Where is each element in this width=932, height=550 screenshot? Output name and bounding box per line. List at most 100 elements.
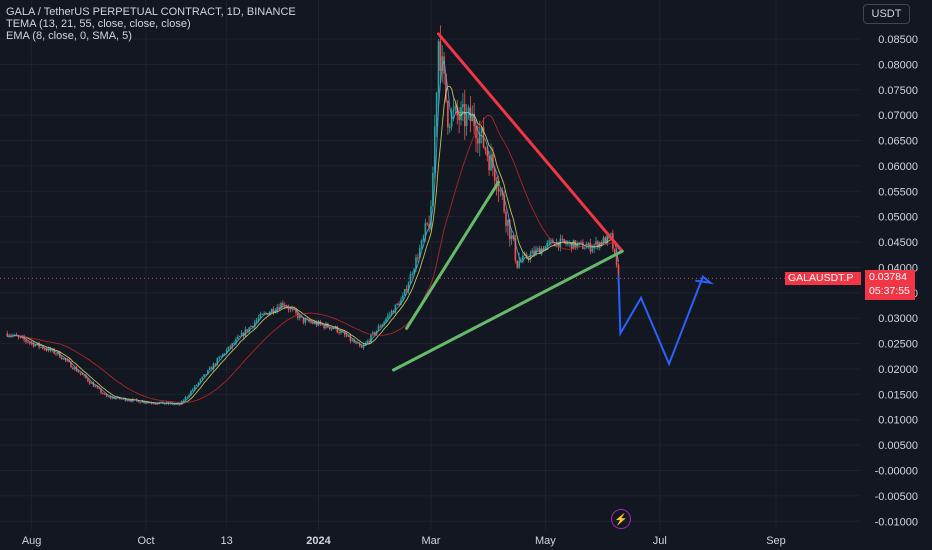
candle-body bbox=[392, 310, 395, 313]
x-tick-label: Sep bbox=[766, 535, 786, 547]
support-trendline bbox=[392, 249, 624, 372]
candle-body bbox=[471, 114, 474, 122]
candle-body bbox=[34, 344, 37, 347]
candle-body bbox=[227, 346, 230, 350]
candle-body bbox=[75, 367, 78, 372]
candle-body bbox=[201, 376, 204, 380]
y-tick-label: 0.05500 bbox=[878, 186, 918, 198]
candle-body bbox=[30, 342, 33, 344]
candle-body bbox=[250, 325, 252, 328]
candle-body bbox=[347, 335, 350, 337]
candle-body bbox=[405, 289, 408, 291]
candle-body bbox=[497, 187, 500, 192]
candle-body bbox=[255, 320, 258, 323]
candle-body bbox=[426, 223, 429, 225]
candle-body bbox=[437, 41, 440, 93]
candle-body bbox=[450, 111, 453, 127]
candle-body bbox=[373, 332, 376, 335]
candle-body bbox=[357, 342, 359, 344]
candle-body bbox=[163, 403, 166, 405]
candle-body bbox=[411, 274, 414, 276]
candle-body bbox=[338, 332, 340, 334]
candle-body bbox=[349, 335, 352, 342]
candle-body bbox=[606, 234, 609, 243]
candle-body bbox=[60, 357, 63, 360]
grid-lines bbox=[0, 0, 860, 530]
candle-body bbox=[368, 341, 370, 343]
candle-body bbox=[576, 243, 579, 248]
candle-body bbox=[193, 385, 196, 390]
candle-body bbox=[351, 340, 354, 342]
candle-body bbox=[418, 248, 421, 258]
y-tick-label: -0.01000 bbox=[875, 516, 918, 528]
x-tick-label: 13 bbox=[221, 535, 233, 547]
ema-indicator-label[interactable]: EMA (8, close, 0, SMA, 5) bbox=[6, 30, 132, 42]
candle-body bbox=[572, 240, 575, 250]
candle-body bbox=[57, 351, 59, 354]
candle-body bbox=[103, 393, 106, 395]
candle-body bbox=[310, 321, 312, 323]
candle-body bbox=[186, 396, 189, 398]
candle-body bbox=[387, 315, 389, 319]
candle-body bbox=[330, 328, 333, 330]
candle-body bbox=[458, 115, 460, 121]
candle-body bbox=[120, 398, 123, 400]
y-tick-label: -0.00500 bbox=[875, 491, 918, 503]
candle-body bbox=[422, 236, 425, 241]
y-tick-label: 0.04500 bbox=[878, 237, 918, 249]
candle-body bbox=[111, 397, 114, 399]
candle-body bbox=[21, 336, 24, 338]
candle-body bbox=[542, 248, 545, 251]
candle-body bbox=[390, 310, 393, 315]
candle-body bbox=[79, 372, 82, 374]
price-axis[interactable]: 0.08500 0.08000 0.07500 0.07000 0.06500 0.060… bbox=[875, 34, 918, 528]
candle-body bbox=[218, 357, 220, 359]
candle-body bbox=[514, 238, 517, 261]
candle-body bbox=[537, 248, 539, 250]
candle-body bbox=[282, 303, 284, 306]
candle-body bbox=[493, 168, 496, 181]
lightning-icon[interactable]: ⚡ bbox=[611, 509, 631, 529]
candle-body bbox=[259, 314, 262, 318]
y-tick-label: 0.06500 bbox=[878, 136, 918, 148]
candle-body bbox=[403, 289, 406, 296]
candle-body bbox=[366, 341, 369, 344]
candle-body bbox=[388, 314, 391, 316]
candle-body bbox=[98, 387, 100, 389]
time-axis[interactable]: Aug Oct 13 2024 Mar May Jul Sep bbox=[22, 535, 786, 547]
candle-body bbox=[448, 126, 451, 128]
candle-body bbox=[510, 235, 513, 240]
candle-body bbox=[413, 268, 415, 275]
candle-body bbox=[598, 242, 601, 248]
candle-body bbox=[432, 172, 434, 207]
candle-body bbox=[613, 248, 616, 254]
candle-body bbox=[246, 329, 249, 332]
candle-body bbox=[407, 283, 410, 291]
candle-body bbox=[154, 403, 157, 405]
candle-body bbox=[147, 402, 149, 404]
last-price-value: 0.03784 bbox=[869, 271, 907, 283]
candle-body bbox=[102, 392, 104, 394]
candle-body bbox=[400, 299, 402, 306]
candle-body bbox=[460, 107, 462, 121]
candle-body bbox=[128, 400, 130, 402]
moving-averages bbox=[7, 60, 619, 405]
candle-body bbox=[420, 240, 423, 249]
candle-body bbox=[345, 334, 348, 337]
candle-body bbox=[372, 332, 374, 335]
currency-button[interactable]: USDT bbox=[863, 4, 910, 24]
candle-body bbox=[381, 324, 384, 327]
candle-body bbox=[190, 390, 192, 395]
x-tick-label: 2024 bbox=[306, 535, 331, 547]
y-tick-label: 0.08500 bbox=[878, 34, 918, 46]
candle-body bbox=[107, 396, 110, 398]
candle-body bbox=[600, 242, 603, 245]
candle-body bbox=[203, 374, 205, 377]
candle-body bbox=[462, 104, 464, 108]
x-tick-label: May bbox=[535, 535, 556, 547]
symbol-title[interactable]: GALA / TetherUS PERPETUAL CONTRACT, 1D, … bbox=[6, 6, 296, 18]
candle-body bbox=[443, 56, 445, 74]
candle-body bbox=[257, 317, 260, 321]
tema-indicator-label[interactable]: TEMA (13, 21, 55, close, close, close) bbox=[6, 18, 191, 30]
